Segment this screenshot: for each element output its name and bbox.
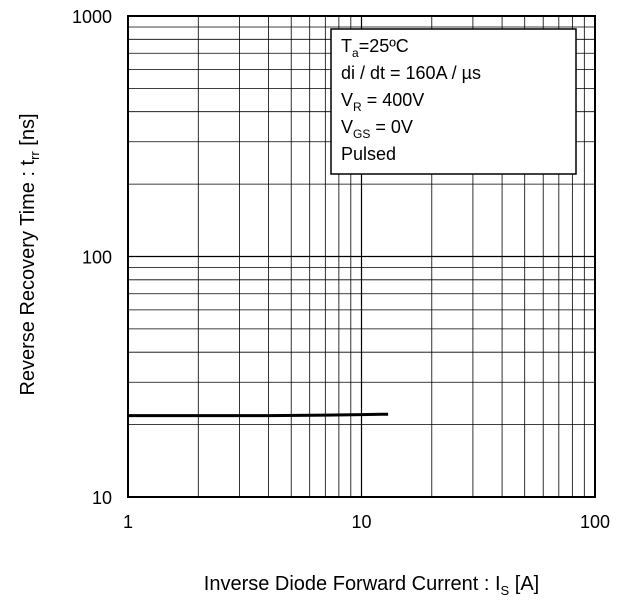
annotation-main: T (341, 36, 352, 56)
y-axis-label-sub: rr (27, 151, 42, 160)
x-tick-label: 100 (580, 512, 610, 532)
x-tick-label: 1 (123, 512, 133, 532)
y-tick-label: 10 (92, 488, 112, 508)
y-axis-label-unit: [ns] (17, 113, 39, 151)
y-tick-label: 1000 (72, 7, 112, 27)
annotation-rest: =25ºC (359, 36, 409, 56)
annotation-line: Ta=25ºC (341, 36, 409, 60)
annotation-line: VR = 400V (341, 90, 424, 114)
annotation-line: VGS = 0V (341, 117, 413, 141)
x-axis-label-main: Inverse Diode Forward Current : I (204, 573, 501, 595)
series-layer (128, 412, 389, 418)
annotation-main: di / dt = 160A / µs (341, 63, 481, 83)
x-axis-label: Inverse Diode Forward Current : IS [A] (204, 573, 539, 598)
y-axis-label: Reverse Recovery Time : trr [ns] (17, 113, 42, 395)
x-axis-label-sub: S (501, 583, 510, 598)
annotation-main: Pulsed (341, 144, 396, 164)
x-tick-label: 10 (351, 512, 371, 532)
x-tick-labels: 1 10 100 (123, 512, 610, 532)
annotation-main: V (341, 117, 353, 137)
x-axis-label-unit: [A] (509, 573, 539, 595)
annotation-line: di / dt = 160A / µs (341, 63, 481, 83)
annotation-rest: = 400V (362, 90, 425, 110)
annotation-line: Pulsed (341, 144, 396, 164)
series-line (128, 412, 389, 418)
annotation-main: V (341, 90, 353, 110)
annotation-rest: = 0V (370, 117, 413, 137)
plot-frame (127, 15, 596, 498)
y-axis-label-main: Reverse Recovery Time : t (17, 159, 39, 395)
annotation-frame (330, 28, 577, 175)
annotation-sub: a (352, 46, 359, 60)
annotation-sub: GS (353, 127, 370, 141)
annotation-sub: R (353, 100, 362, 114)
y-tick-labels: 10 100 1000 (72, 7, 112, 508)
y-tick-label: 100 (82, 248, 112, 268)
